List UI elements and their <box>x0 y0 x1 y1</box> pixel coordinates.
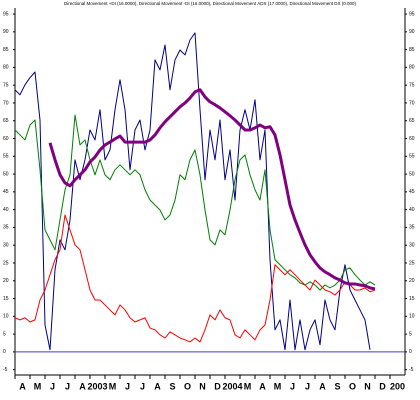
y-tick-label: 40 <box>409 207 415 213</box>
y-tick-label: 25 <box>409 260 415 266</box>
y-tick-label: 65 <box>409 118 415 124</box>
y-tick-label: 0 <box>3 349 6 355</box>
y-tick-label: 95 <box>3 11 9 17</box>
y-tick-label: 85 <box>409 47 415 53</box>
x-tick-label: A <box>259 381 266 391</box>
x-tick-label: A <box>19 381 26 391</box>
x-tick-label: S <box>334 381 340 391</box>
x-tick-label: O <box>184 381 191 391</box>
y-tick-label: 70 <box>3 100 9 106</box>
y-tick-label: 5 <box>3 331 6 337</box>
y-tick-label: 75 <box>409 82 415 88</box>
x-tick-label: S <box>169 381 175 391</box>
y-tick-label: 45 <box>409 189 415 195</box>
x-tick-label: M <box>274 381 282 391</box>
y-tick-label: 40 <box>3 207 9 213</box>
y-tick-label: 15 <box>3 296 9 302</box>
y-tick-label: 0 <box>409 349 412 355</box>
y-tick-label: 20 <box>3 278 9 284</box>
y-tick-label: 30 <box>409 243 415 249</box>
y-tick-label: 60 <box>409 136 415 142</box>
y-tick-label: 35 <box>3 225 9 231</box>
y-tick-label: -5 <box>3 367 8 373</box>
y-tick-label: 5 <box>409 331 412 337</box>
y-tick-label: 70 <box>409 100 415 106</box>
y-tick-label: 20 <box>409 278 415 284</box>
y-tick-label: 80 <box>3 65 9 71</box>
x-tick-label: D <box>379 381 386 391</box>
x-tick-label: M <box>244 381 252 391</box>
y-tick-label: 95 <box>409 11 415 17</box>
line-series <box>48 88 376 291</box>
y-tick-label: 10 <box>3 314 9 320</box>
y-tick-label: 25 <box>3 260 9 266</box>
x-tick-label: A <box>319 381 326 391</box>
x-tick-label: J <box>125 381 130 391</box>
y-tick-label: 90 <box>409 29 415 35</box>
y-tick-label: 35 <box>409 225 415 231</box>
x-tick-label: J <box>305 381 310 391</box>
x-tick-label: A <box>79 381 86 391</box>
y-tick-label: 45 <box>3 189 9 195</box>
y-tick-label: 75 <box>3 82 9 88</box>
y-tick-label: 85 <box>3 47 9 53</box>
y-tick-label: 55 <box>3 154 9 160</box>
x-tick-label: M <box>109 381 117 391</box>
y-tick-label: 15 <box>409 296 415 302</box>
y-tick-label: 10 <box>409 314 415 320</box>
y-tick-label: 50 <box>3 171 9 177</box>
x-tick-label: D <box>214 381 221 391</box>
line-series <box>14 114 376 291</box>
x-tick-label: 2003 <box>87 381 107 391</box>
y-tick-label: 80 <box>409 65 415 71</box>
line-series <box>14 214 376 343</box>
x-tick-label: J <box>65 381 70 391</box>
x-tick-label: 2004 <box>222 381 242 391</box>
x-tick-label: A <box>154 381 161 391</box>
y-tick-label: 30 <box>3 243 9 249</box>
x-tick-label: M <box>34 381 42 391</box>
y-tick-label: 60 <box>3 136 9 142</box>
x-tick-label: O <box>349 381 356 391</box>
x-tick-label: N <box>364 381 371 391</box>
x-tick-label: 200 <box>390 381 405 391</box>
x-tick-label: N <box>199 381 206 391</box>
x-tick-label: J <box>140 381 145 391</box>
y-tick-label: 90 <box>3 29 9 35</box>
chart-title: Directional Movement +DI (16.0000), Dire… <box>64 1 357 6</box>
y-tick-label: 55 <box>409 154 415 160</box>
y-tick-label: 65 <box>3 118 9 124</box>
x-tick-label: J <box>290 381 295 391</box>
line-series <box>14 32 371 351</box>
x-tick-label: J <box>50 381 55 391</box>
y-tick-label: 50 <box>409 171 415 177</box>
y-tick-label: -5 <box>409 367 414 373</box>
